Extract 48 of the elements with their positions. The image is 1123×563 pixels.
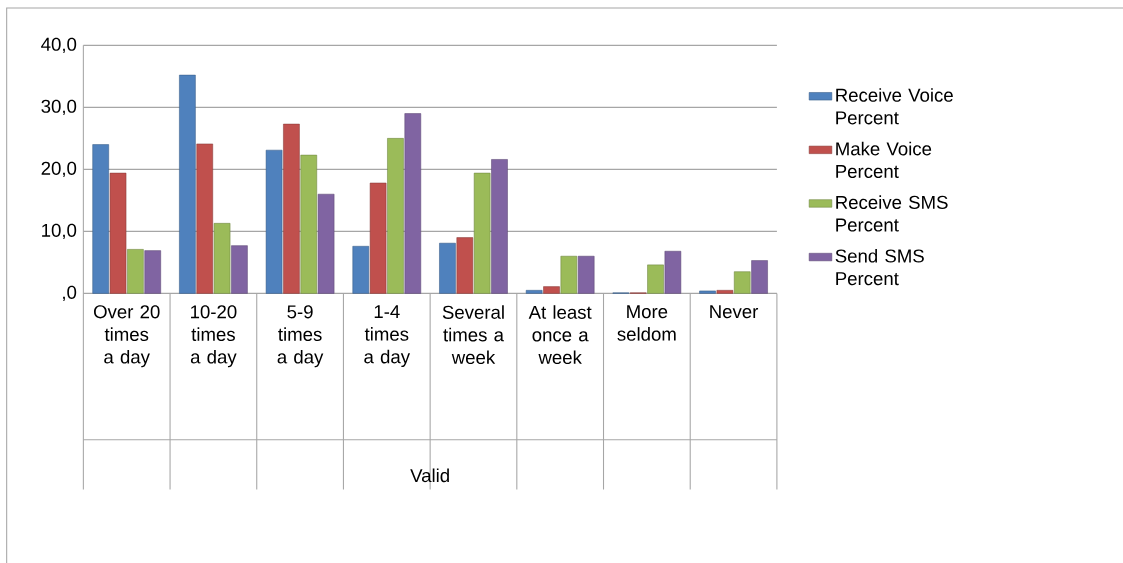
bar [369,182,387,294]
bar [456,237,474,294]
bar [543,286,560,294]
bar [317,194,335,294]
legend-label: Send SMS Percent [835,248,924,286]
legend-label: Receive SMS Percent [836,195,948,232]
bar [473,172,491,294]
x-tick-label: Several times a week [442,305,504,365]
bar [144,250,161,294]
legend-label: Make Voice Percent [836,141,932,179]
bar [404,113,422,294]
bar [92,144,109,294]
bar [733,271,751,294]
x-tick-label: 1-4 times a day [364,305,411,368]
y-tick-label: 40,0 [41,37,77,54]
bar [109,172,127,294]
bar [439,242,456,294]
bar [577,256,595,294]
bar [300,154,318,294]
bar [196,143,213,294]
bar [699,290,716,294]
bar [231,245,248,294]
bar [127,249,144,294]
bar [265,149,283,294]
x-tick-label: More seldom [617,305,676,341]
y-tick-label: 30,0 [41,99,77,116]
bar [647,264,664,294]
bar [491,159,508,294]
x-tick-label: Over 20 times a day [93,305,160,368]
bar [560,256,578,294]
y-tick-label: 10,0 [42,223,77,240]
bar [525,290,543,294]
bar [179,74,196,294]
bar [664,251,682,294]
bar [387,138,404,294]
x-tick-label: Never [710,305,759,319]
x-tick-label: 5-9 times a day [277,305,324,368]
y-tick-label: ,0 [63,285,77,302]
bar [283,123,300,294]
legend-label: Receive Voice Percent [836,88,953,125]
bar [213,223,231,294]
bar [352,246,370,294]
x-tick-label: 10-20 times a day [190,305,237,368]
text: Valid [410,468,449,483]
bar [716,290,734,294]
y-tick-label: 20,0 [41,161,77,178]
x-tick-label: At least once a week [528,305,592,365]
bar [751,260,768,294]
